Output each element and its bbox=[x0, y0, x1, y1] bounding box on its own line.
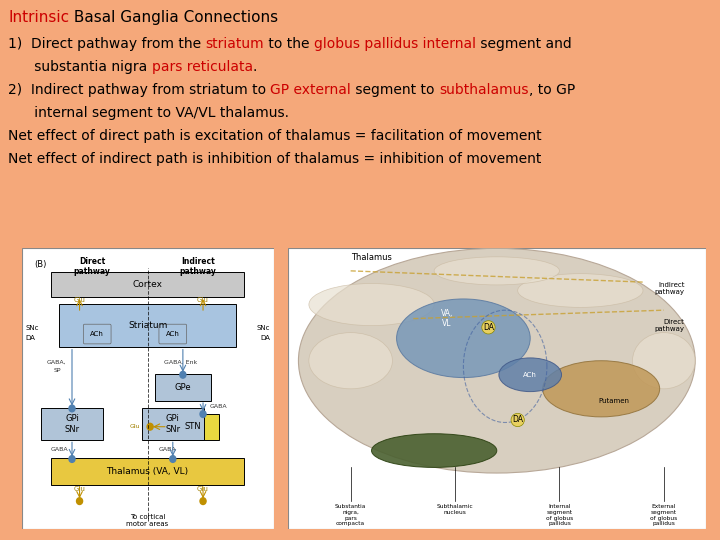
Text: Basal Ganglia Connections: Basal Ganglia Connections bbox=[69, 10, 278, 25]
Text: GABA, Enk: GABA, Enk bbox=[163, 360, 197, 365]
Text: GPe: GPe bbox=[174, 383, 192, 392]
Text: , to GP: , to GP bbox=[528, 83, 575, 97]
Text: Glu: Glu bbox=[73, 487, 86, 492]
Text: Indirect
pathway: Indirect pathway bbox=[179, 257, 217, 276]
Text: ACh: ACh bbox=[523, 372, 537, 378]
Text: Striatum: Striatum bbox=[128, 321, 167, 330]
FancyBboxPatch shape bbox=[51, 272, 244, 296]
Text: Cortex: Cortex bbox=[132, 280, 163, 289]
Text: Putamen: Putamen bbox=[598, 398, 629, 404]
FancyBboxPatch shape bbox=[51, 458, 244, 485]
Text: Thalamus: Thalamus bbox=[351, 253, 392, 262]
Text: Net effect of indirect path is inhibition of thalamus = inhibition of movement: Net effect of indirect path is inhibitio… bbox=[8, 152, 541, 166]
Text: internal segment to VA/VL thalamus.: internal segment to VA/VL thalamus. bbox=[8, 106, 289, 120]
Text: SNc: SNc bbox=[256, 325, 270, 331]
Circle shape bbox=[69, 405, 75, 412]
FancyBboxPatch shape bbox=[167, 414, 219, 440]
Text: SP: SP bbox=[53, 368, 60, 373]
Text: Subthalamic
nucleus: Subthalamic nucleus bbox=[437, 504, 473, 515]
Text: Intrinsic: Intrinsic bbox=[8, 10, 69, 25]
FancyBboxPatch shape bbox=[142, 408, 204, 440]
Text: GABA: GABA bbox=[159, 447, 176, 451]
Text: Indirect
pathway: Indirect pathway bbox=[654, 282, 685, 295]
Text: Net effect of direct path is excitation of thalamus = facilitation of movement: Net effect of direct path is excitation … bbox=[8, 129, 541, 143]
Text: GPi
SNr: GPi SNr bbox=[165, 414, 181, 434]
Circle shape bbox=[76, 498, 83, 504]
Text: STN: STN bbox=[184, 422, 202, 431]
Ellipse shape bbox=[397, 299, 530, 377]
Circle shape bbox=[180, 372, 186, 378]
Ellipse shape bbox=[309, 333, 392, 389]
Circle shape bbox=[200, 498, 206, 504]
Text: External
segment
of globus
pallidus: External segment of globus pallidus bbox=[650, 504, 678, 526]
Text: GPi
SNr: GPi SNr bbox=[64, 414, 80, 434]
Ellipse shape bbox=[543, 361, 660, 417]
Ellipse shape bbox=[499, 358, 562, 392]
Text: DA: DA bbox=[512, 415, 523, 424]
Text: Glu: Glu bbox=[130, 424, 140, 429]
FancyBboxPatch shape bbox=[22, 248, 274, 529]
Text: SNc: SNc bbox=[25, 325, 39, 331]
Text: Thalamus (VA, VL): Thalamus (VA, VL) bbox=[107, 467, 189, 476]
Text: GP external: GP external bbox=[271, 83, 351, 97]
Text: pars reticulata: pars reticulata bbox=[152, 60, 253, 74]
Text: VA,
VL: VA, VL bbox=[441, 309, 453, 328]
Ellipse shape bbox=[299, 248, 696, 473]
Text: Glu: Glu bbox=[73, 297, 86, 303]
Text: ACh: ACh bbox=[90, 331, 104, 337]
FancyBboxPatch shape bbox=[155, 374, 211, 401]
Text: globus pallidus internal: globus pallidus internal bbox=[314, 37, 476, 51]
Text: DA: DA bbox=[483, 323, 494, 332]
Circle shape bbox=[69, 456, 75, 462]
FancyBboxPatch shape bbox=[59, 304, 236, 347]
FancyBboxPatch shape bbox=[84, 324, 111, 344]
Text: Internal
segment
of globus
pallidus: Internal segment of globus pallidus bbox=[546, 504, 573, 526]
Text: segment and: segment and bbox=[476, 37, 572, 51]
Ellipse shape bbox=[633, 333, 696, 389]
Text: ACh: ACh bbox=[166, 331, 180, 337]
Text: to the: to the bbox=[264, 37, 314, 51]
Text: substantia nigra: substantia nigra bbox=[8, 60, 152, 74]
Text: GABA: GABA bbox=[210, 404, 227, 409]
Circle shape bbox=[200, 411, 206, 417]
Ellipse shape bbox=[309, 284, 434, 326]
Ellipse shape bbox=[372, 434, 497, 468]
Text: DA: DA bbox=[25, 335, 35, 341]
FancyBboxPatch shape bbox=[288, 248, 706, 529]
Text: GABA: GABA bbox=[50, 447, 68, 451]
Text: .: . bbox=[253, 60, 257, 74]
Text: subthalamus: subthalamus bbox=[439, 83, 528, 97]
Text: segment to: segment to bbox=[351, 83, 439, 97]
Text: (B): (B) bbox=[35, 260, 47, 268]
Text: Direct
pathway: Direct pathway bbox=[73, 257, 111, 276]
Text: Glu: Glu bbox=[197, 487, 209, 492]
Ellipse shape bbox=[434, 257, 559, 285]
Circle shape bbox=[170, 456, 176, 462]
Circle shape bbox=[147, 423, 153, 430]
Text: Direct
pathway: Direct pathway bbox=[654, 319, 685, 332]
Text: 2)  Indirect pathway from striatum to: 2) Indirect pathway from striatum to bbox=[8, 83, 271, 97]
Text: DA: DA bbox=[260, 335, 270, 341]
Text: striatum: striatum bbox=[205, 37, 264, 51]
Ellipse shape bbox=[518, 274, 643, 307]
Text: 1)  Direct pathway from the: 1) Direct pathway from the bbox=[8, 37, 205, 51]
Text: To cortical
motor areas: To cortical motor areas bbox=[127, 514, 168, 526]
Text: GABA,: GABA, bbox=[47, 360, 67, 365]
FancyBboxPatch shape bbox=[41, 408, 103, 440]
FancyBboxPatch shape bbox=[159, 324, 186, 344]
Text: Substantia
nigra,
pars
compacta: Substantia nigra, pars compacta bbox=[335, 504, 366, 526]
Text: Glu: Glu bbox=[197, 297, 209, 303]
